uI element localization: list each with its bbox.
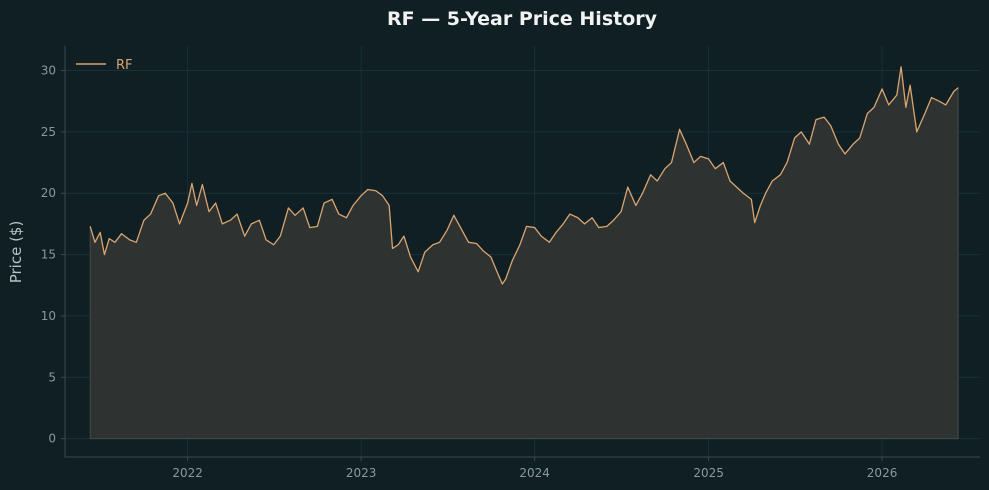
legend-label-rf: RF [116,58,133,73]
y-tick-label-10: 10 [41,309,56,323]
plot-area [89,66,959,440]
y-tick-label-30: 30 [41,64,56,78]
y-tick-label-20: 20 [41,186,56,200]
legend: RF [76,58,133,73]
series-line-rf [89,66,959,285]
x-tick-label-2026: 2026 [867,466,898,480]
x-tick-label-2022: 2022 [172,466,203,480]
y-axis-label: Price ($) [7,221,25,284]
y-tick-label-15: 15 [41,248,56,262]
axes [61,46,980,461]
chart-title: RF — 5-Year Price History [387,8,658,30]
y-tick-label-25: 25 [41,125,56,139]
x-tick-label-2024: 2024 [519,466,550,480]
x-tick-label-2023: 2023 [346,466,377,480]
y-tick-label-0: 0 [48,432,56,446]
x-tick-label-2025: 2025 [693,466,724,480]
y-tick-label-5: 5 [48,370,56,384]
